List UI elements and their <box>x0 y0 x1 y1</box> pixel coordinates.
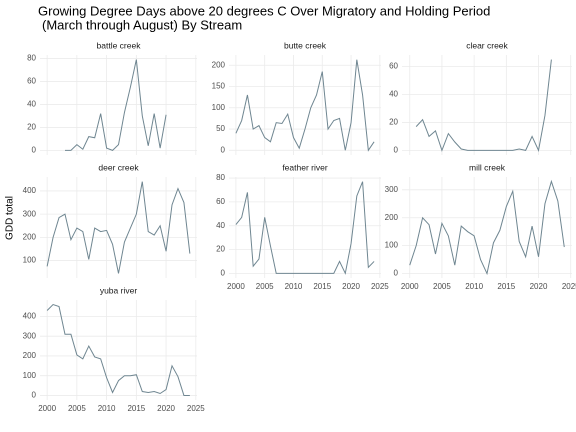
y-tick-label: 300 <box>385 185 399 194</box>
line <box>235 59 375 152</box>
y-tick-label: 20 <box>216 245 225 254</box>
line <box>415 59 552 153</box>
line <box>235 181 375 275</box>
facet-label: butte creek <box>284 40 327 50</box>
x-tick-label: 2000 <box>227 282 245 291</box>
facet-label: clear creek <box>466 40 508 50</box>
y-tick-label: 100 <box>212 103 226 112</box>
x-tick-label: 2005 <box>256 282 274 291</box>
x-tick-label: 2025 <box>562 282 576 291</box>
x-tick-label: 2020 <box>157 404 175 413</box>
y-tick-label: 80 <box>216 173 225 182</box>
y-tick-label: 200 <box>23 351 37 360</box>
y-tick-label: 20 <box>27 123 36 132</box>
y-tick-label: 60 <box>216 197 225 206</box>
x-tick-label: 2020 <box>342 282 360 291</box>
chart-title: (March through August) By Stream <box>42 17 242 32</box>
x-tick-label: 2010 <box>285 282 303 291</box>
facet-label: deer creek <box>98 162 139 172</box>
y-tick-label: 20 <box>389 118 398 127</box>
line <box>46 181 191 274</box>
y-tick-label: 40 <box>216 221 225 230</box>
y-tick-label: 400 <box>23 186 37 195</box>
x-tick-label: 2020 <box>530 282 548 291</box>
y-tick-label: 100 <box>23 371 37 380</box>
y-tick-label: 0 <box>394 146 399 155</box>
y-tick-label: 40 <box>389 90 398 99</box>
facet-label: yuba river <box>100 285 137 295</box>
y-tick-label: 80 <box>27 54 36 63</box>
x-tick-label: 2000 <box>38 404 56 413</box>
y-tick-label: 60 <box>27 77 36 86</box>
facet-label: battle creek <box>97 40 142 50</box>
y-tick-label: 100 <box>23 256 37 265</box>
y-axis-label: GDD total <box>5 196 16 240</box>
y-tick-label: 100 <box>385 241 399 250</box>
facet-label: mill creek <box>469 162 506 172</box>
y-tick-label: 300 <box>23 209 37 218</box>
x-tick-label: 2005 <box>433 282 451 291</box>
line <box>46 303 190 396</box>
line <box>409 179 565 276</box>
y-tick-label: 400 <box>23 312 37 321</box>
y-tick-label: 0 <box>394 269 399 278</box>
y-tick-label: 0 <box>32 146 37 155</box>
x-tick-label: 2010 <box>465 282 483 291</box>
x-tick-label: 2025 <box>187 404 205 413</box>
y-tick-label: 300 <box>23 331 37 340</box>
chart-title: Growing Degree Days above 20 degrees C O… <box>38 3 490 18</box>
y-tick-label: 40 <box>27 100 36 109</box>
y-tick-label: 200 <box>385 213 399 222</box>
y-tick-label: 200 <box>23 232 37 241</box>
y-tick-label: 0 <box>32 391 37 400</box>
y-tick-label: 60 <box>389 62 398 71</box>
y-tick-label: 0 <box>221 145 226 154</box>
x-tick-label: 2005 <box>68 404 86 413</box>
facet-label: feather river <box>282 162 328 172</box>
y-tick-label: 200 <box>212 60 226 69</box>
x-tick-label: 2015 <box>127 404 145 413</box>
y-tick-label: 150 <box>212 82 226 91</box>
x-tick-label: 2025 <box>371 282 389 291</box>
y-tick-label: 0 <box>221 268 226 277</box>
x-tick-label: 2000 <box>401 282 419 291</box>
x-tick-label: 2015 <box>497 282 515 291</box>
line <box>64 59 167 151</box>
x-tick-label: 2015 <box>313 282 331 291</box>
y-tick-label: 50 <box>216 124 225 133</box>
x-tick-label: 2010 <box>98 404 116 413</box>
